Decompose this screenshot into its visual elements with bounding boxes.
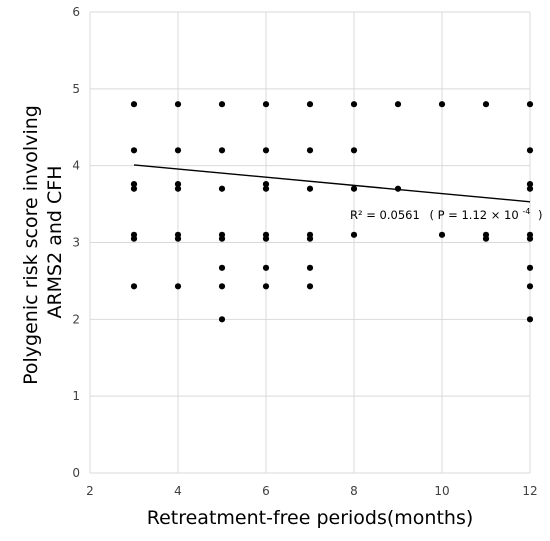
- data-point: [174, 185, 182, 192]
- r-squared-label: R² = 0.0561: [350, 208, 420, 222]
- data-point: [306, 101, 314, 108]
- regression-annotation: R² = 0.0561 ( P = 1.12 × 10 -4 ): [350, 203, 542, 222]
- data-point: [306, 147, 314, 154]
- x-tick-label: 6: [262, 484, 270, 498]
- x-tick-label: 2: [86, 484, 94, 498]
- data-point: [350, 147, 358, 154]
- data-point: [130, 147, 138, 154]
- p-value-prefix: ( P = 1.12 × 10: [429, 208, 518, 222]
- y-axis-title-line-1: Polygenic risk score involving: [20, 105, 42, 385]
- y-tick-label: 5: [72, 82, 80, 96]
- data-point: [350, 185, 358, 192]
- y-tick-label: 4: [72, 159, 80, 173]
- data-point: [526, 316, 534, 323]
- y-tick-label: 3: [72, 236, 80, 250]
- y-axis-title: Polygenic risk score involving ARMS2 and…: [20, 99, 66, 385]
- x-tick-label: 10: [434, 484, 449, 498]
- data-point: [174, 283, 182, 290]
- p-value-suffix: ): [538, 208, 543, 222]
- data-point: [262, 181, 270, 188]
- data-point: [526, 147, 534, 154]
- grid-lines: [89, 11, 531, 474]
- data-point: [438, 101, 446, 108]
- data-point: [218, 101, 226, 108]
- trendline: [133, 164, 531, 203]
- y-tick-label: 1: [72, 389, 80, 403]
- x-tick-label: 12: [522, 484, 537, 498]
- data-point: [526, 181, 534, 188]
- data-point: [130, 185, 138, 192]
- data-point: [394, 101, 402, 108]
- x-tick-label: 8: [350, 484, 358, 498]
- data-point: [174, 181, 182, 188]
- data-point: [526, 283, 534, 290]
- data-point: [394, 185, 402, 192]
- data-point: [218, 185, 226, 192]
- data-point: [306, 235, 314, 242]
- data-point: [350, 101, 358, 108]
- data-point: [130, 235, 138, 242]
- data-point: [262, 185, 270, 192]
- data-point: [218, 316, 226, 323]
- y-tick-label: 0: [72, 466, 80, 480]
- data-point: [262, 235, 270, 242]
- data-point: [218, 283, 226, 290]
- data-point: [262, 101, 270, 108]
- data-point: [218, 264, 226, 271]
- data-point: [130, 283, 138, 290]
- data-point: [218, 235, 226, 242]
- data-point: [174, 101, 182, 108]
- data-points: [130, 101, 534, 323]
- data-point: [218, 147, 226, 154]
- data-point: [262, 147, 270, 154]
- data-point: [350, 231, 358, 238]
- data-point: [306, 264, 314, 271]
- data-point: [526, 235, 534, 242]
- data-point: [438, 231, 446, 238]
- y-tick-label: 6: [72, 5, 80, 19]
- data-point: [482, 101, 490, 108]
- data-point: [174, 235, 182, 242]
- data-point: [130, 101, 138, 108]
- data-point: [262, 283, 270, 290]
- data-point: [262, 264, 270, 271]
- data-point: [130, 181, 138, 188]
- y-tick-label: 2: [72, 312, 80, 326]
- data-point: [174, 147, 182, 154]
- data-point: [306, 185, 314, 192]
- data-point: [482, 235, 490, 242]
- x-tick-label: 4: [174, 484, 182, 498]
- y-axis-title-line-2: ARMS2 and CFH: [44, 165, 66, 318]
- data-point: [526, 101, 534, 108]
- p-value-exponent: -4: [522, 207, 530, 216]
- data-point: [526, 185, 534, 192]
- data-point: [526, 264, 534, 271]
- data-point: [306, 283, 314, 290]
- x-axis-title: Retreatment-free periods(months): [147, 507, 474, 529]
